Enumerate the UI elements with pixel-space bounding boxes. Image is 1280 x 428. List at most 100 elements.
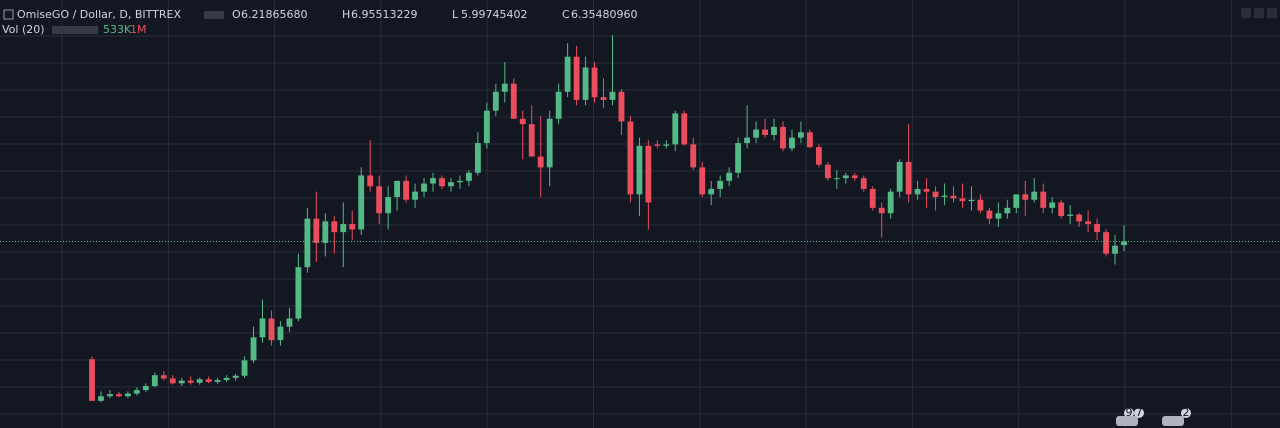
candle-body — [555, 91, 562, 119]
candle-body — [331, 221, 338, 233]
candle-body — [385, 197, 392, 214]
candle-body — [528, 124, 535, 157]
candle-body — [268, 318, 275, 341]
ohlc-label: C — [562, 8, 570, 21]
symbol-title: OmiseGO / Dollar, D, BITTREX — [17, 8, 181, 21]
candle-body — [492, 91, 499, 111]
candle-body — [1013, 194, 1020, 208]
candle-body — [295, 267, 302, 319]
candle-body — [923, 188, 930, 192]
flag-icon — [1116, 416, 1138, 426]
candle-body — [403, 180, 410, 200]
candle-body — [914, 188, 921, 195]
candle-body — [1076, 214, 1083, 222]
marker-badge — [1124, 408, 1134, 418]
candle-body — [780, 126, 786, 149]
candle-body — [457, 180, 463, 183]
flag-icon — [1162, 416, 1184, 426]
candle-body — [1058, 202, 1065, 216]
candle-body — [1040, 191, 1047, 208]
candle-body — [1103, 232, 1109, 254]
candle-body — [474, 143, 481, 173]
candle-body — [98, 396, 104, 401]
candle-body — [564, 56, 571, 92]
candle-body — [842, 175, 849, 179]
candle-body — [654, 144, 661, 146]
candle-body — [367, 175, 374, 187]
candle-body — [412, 191, 418, 200]
ohlc-value: 5.99745402 — [461, 8, 527, 21]
candle-body — [986, 210, 993, 219]
candle-body — [465, 172, 472, 181]
candle-body — [815, 147, 822, 165]
candle-body — [250, 337, 257, 361]
candle-body — [672, 113, 679, 145]
candle-body — [600, 97, 607, 100]
candle-body — [448, 182, 454, 187]
marker-badge — [1134, 408, 1144, 418]
button[interactable] — [1241, 8, 1251, 18]
candle-body — [187, 380, 194, 383]
ohlc-label: L — [452, 8, 459, 21]
marker-count: 2 — [1183, 406, 1190, 419]
candle-body — [896, 161, 903, 192]
candle-body — [537, 156, 544, 168]
candle-body — [708, 188, 715, 195]
candle-body — [1121, 241, 1127, 246]
candle-body — [762, 129, 768, 135]
candle-body — [313, 218, 320, 243]
legend: OmiseGO / Dollar, D, BITTREX Vol (20) 53… — [2, 8, 1277, 36]
marker-count: 9 — [1126, 406, 1133, 419]
volume-value: 533K — [103, 23, 132, 36]
candle-body — [851, 175, 858, 179]
candle-body — [1112, 245, 1118, 254]
candle-body — [627, 121, 634, 195]
candle-body — [304, 218, 311, 268]
candle-body — [160, 375, 167, 379]
candle-body — [878, 207, 885, 214]
candle-body — [501, 83, 508, 92]
candle-body — [223, 377, 230, 381]
candle-body — [645, 145, 652, 203]
candle-body — [1094, 224, 1100, 233]
candle-body — [133, 390, 140, 394]
candle-body — [905, 161, 912, 195]
ohlc-readout: O 6.21865680 H 6.95513229 L 5.99745402 C 6.3548… — [232, 8, 637, 21]
candle-body — [771, 126, 777, 135]
candle-body — [142, 386, 149, 391]
candle-body — [833, 178, 840, 180]
candle-body — [699, 167, 706, 195]
candle-body — [1067, 214, 1074, 216]
candle-body — [636, 145, 643, 195]
candle-body — [519, 118, 526, 125]
ohlc-label: O — [232, 8, 241, 21]
button[interactable] — [204, 11, 224, 19]
candle-body — [995, 213, 1002, 219]
candle-body — [1031, 191, 1038, 200]
candle-body — [205, 379, 212, 382]
candle-body — [573, 56, 580, 100]
candle-body — [116, 394, 122, 397]
candle-body — [241, 360, 248, 376]
candle-body — [789, 137, 795, 149]
candle-body — [1004, 207, 1011, 214]
candle-body — [690, 144, 697, 168]
candle-body — [663, 144, 670, 146]
candle-body — [860, 178, 867, 189]
candle-body — [824, 164, 831, 179]
button[interactable] — [1254, 8, 1264, 18]
buttons[interactable] — [52, 26, 98, 34]
candle-body — [869, 188, 876, 208]
candle-body — [1085, 221, 1092, 225]
indicator: Vol (20) — [2, 23, 45, 36]
candle-body — [277, 326, 284, 341]
candle-body — [618, 91, 625, 122]
ohlc-value: 6.35480960 — [571, 8, 637, 21]
volume-ma: 1M — [130, 23, 147, 36]
candle-body — [717, 180, 724, 189]
button[interactable] — [1267, 8, 1277, 18]
